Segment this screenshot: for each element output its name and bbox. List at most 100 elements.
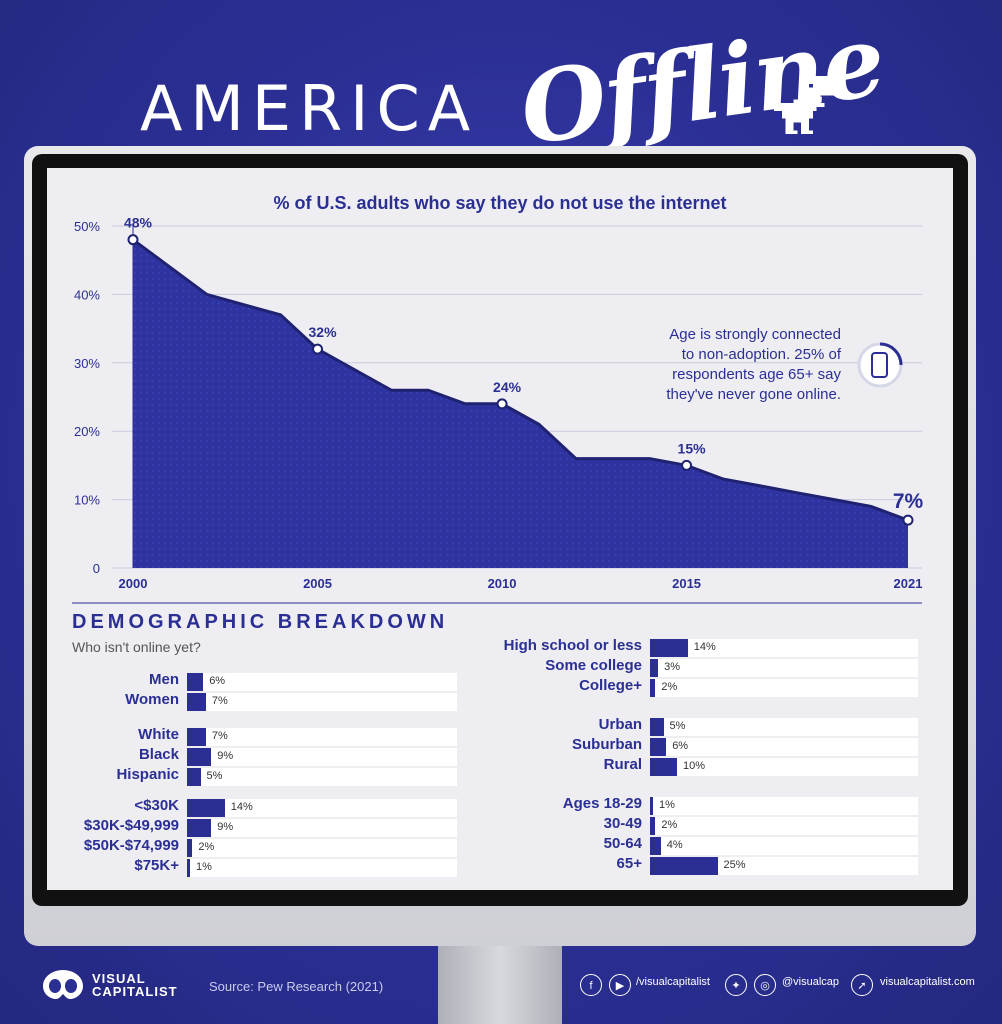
bar-track: 2% [187,839,457,857]
bar-track: 6% [187,673,457,691]
bar-label: Urban [598,716,642,733]
y-tick-label: 30% [74,356,100,371]
social-handle-2[interactable]: @visualcap [782,976,840,988]
x-tick-label: 2010 [488,576,517,591]
bar-track: 9% [187,819,457,837]
data-point [681,459,693,471]
bar-value: 6% [209,675,226,687]
bar-row: $30K-$49,999 9% [0,817,1002,837]
bar-track: 2% [650,817,918,835]
phone-icon [871,352,888,378]
bar-fill [650,738,667,756]
bar-track: 5% [187,768,457,786]
data-label: 48% [124,215,153,231]
instagram-icon[interactable]: ◎ [754,974,776,996]
bar-label: $30K-$49,999 [83,817,179,834]
bar-value: 10% [683,760,706,772]
bar-label: High school or less [503,637,642,654]
bar-fill [650,718,664,736]
bar-row: <$30K 14% [0,797,1002,817]
bar-fill [187,768,201,786]
bar-track: 9% [187,748,457,766]
bar-row: Women 7% [0,691,1002,711]
annotation: Age is strongly connected to non-adoption… [666,326,903,403]
bar-fill [187,748,212,766]
bar-fill [650,758,677,776]
social-website[interactable]: visualcapitalist.com [880,976,975,988]
x-tick-label: 2015 [672,576,701,591]
bar-fill [650,857,718,875]
y-tick-label: 20% [74,424,100,439]
bar-fill [650,797,653,815]
bar-fill [650,837,661,855]
y-tick-label: 0 [93,561,100,576]
logo-line-1: VISUAL [92,971,146,986]
bar-value: 2% [661,819,678,831]
monitor-stand [438,946,562,1024]
dinosaur-icon [774,76,836,135]
bar-label: 65+ [616,855,642,872]
x-tick-label: 2005 [303,576,332,591]
x-tick-label: 2021 [894,576,923,591]
bar-row: $50K-$74,999 2% [0,837,1002,857]
twitter-icon[interactable]: ✦ [725,974,747,996]
bar-fill [650,679,656,697]
bar-row: Men 6% [0,671,1002,691]
logo-text: VISUAL CAPITALIST [92,972,178,998]
bar-label: $75K+ [134,857,179,874]
bar-label: 30-49 [603,815,642,832]
bar-value: 2% [661,681,678,693]
area-series [133,239,908,568]
bar-row: Urban 5% [0,716,1002,736]
youtube-icon[interactable]: ▶ [609,974,631,996]
logo-line-2: CAPITALIST [92,984,178,999]
bar-fill [650,639,688,657]
bar-row: Black 9% [0,746,1002,766]
data-point [127,234,139,246]
bar-value: 4% [666,839,683,851]
bar-label: Black [138,746,179,763]
cursor-icon[interactable]: ➚ [851,974,873,996]
bar-fill [187,728,206,746]
bar-track: 10% [650,758,918,776]
bar-label: $50K-$74,999 [83,837,179,854]
bar-row: Some college 3% [0,657,1002,677]
y-tick-label: 40% [74,287,100,302]
annotation-text: Age is strongly connected to non-adoption… [666,326,841,403]
bar-value: 6% [672,740,689,752]
bar-row: Hispanic 5% [0,766,1002,786]
chart-title: % of U.S. adults who say they do not use… [273,193,726,213]
bar-fill [187,859,190,877]
labeled-points: 48% 32% 24% 15% 7% [124,215,924,526]
bar-fill [187,693,206,711]
bar-fill [650,659,659,677]
bar-value: 5% [669,720,686,732]
bar-label: College+ [579,677,642,694]
bar-track: 7% [187,728,457,746]
bar-value: 14% [230,801,253,813]
bar-row: College+ 2% [0,677,1002,697]
data-point [902,514,914,526]
social-handle-1[interactable]: /visualcapitalist [636,976,710,988]
data-label: 24% [493,379,522,395]
title-main: AMERICA [140,72,479,145]
visual-capitalist-logo [43,970,83,999]
facebook-icon[interactable]: f [580,974,602,996]
bar-label: Women [125,691,179,708]
bar-fill [187,839,193,857]
bar-value: 25% [723,859,746,871]
y-tick-label: 10% [74,493,100,508]
bar-label: Ages 18-29 [562,795,642,812]
source-text: Source: Pew Research (2021) [209,979,384,994]
bar-row: High school or less 14% [0,637,1002,657]
bar-row: 30-49 2% [0,815,1002,835]
bar-value: 14% [693,641,716,653]
data-label: 7% [893,490,924,513]
bar-track: 7% [187,693,457,711]
data-point [496,398,508,410]
bar-label: White [138,726,179,743]
bar-value: 1% [659,799,675,811]
bar-row: White 7% [0,726,1002,746]
bar-row: Rural 10% [0,756,1002,776]
bar-value: 2% [198,841,215,853]
